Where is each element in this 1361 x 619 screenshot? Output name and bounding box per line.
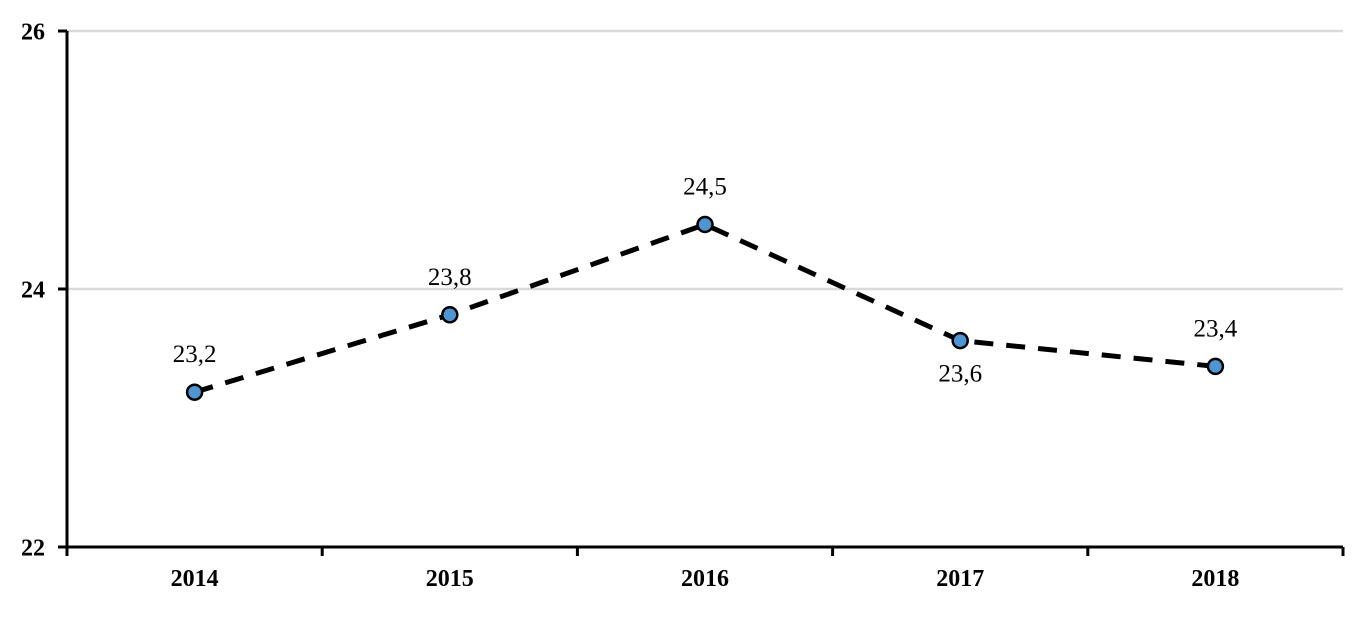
data-point	[185, 383, 204, 401]
y-axis-label: 22	[21, 535, 45, 561]
data-point	[1206, 357, 1225, 376]
y-axis-label: 24	[21, 277, 45, 303]
x-axis-label: 2018	[1191, 566, 1239, 592]
x-axis-label: 2016	[681, 566, 729, 592]
x-axis-label: 2017	[936, 566, 984, 592]
data-point-label: 23,8	[428, 264, 472, 291]
data-point-label: 23,2	[173, 341, 217, 368]
x-axis-label: 2014	[171, 566, 219, 592]
y-axis-label: 26	[21, 19, 45, 45]
data-point	[696, 215, 714, 234]
data-series-line	[193, 221, 1216, 395]
data-point-label: 23,6	[938, 361, 982, 388]
data-point	[951, 331, 969, 350]
data-point-label: 24,5	[683, 174, 727, 201]
x-axis-label: 2015	[426, 566, 474, 592]
data-point-label: 23,4	[1194, 315, 1238, 342]
data-point	[441, 306, 459, 324]
